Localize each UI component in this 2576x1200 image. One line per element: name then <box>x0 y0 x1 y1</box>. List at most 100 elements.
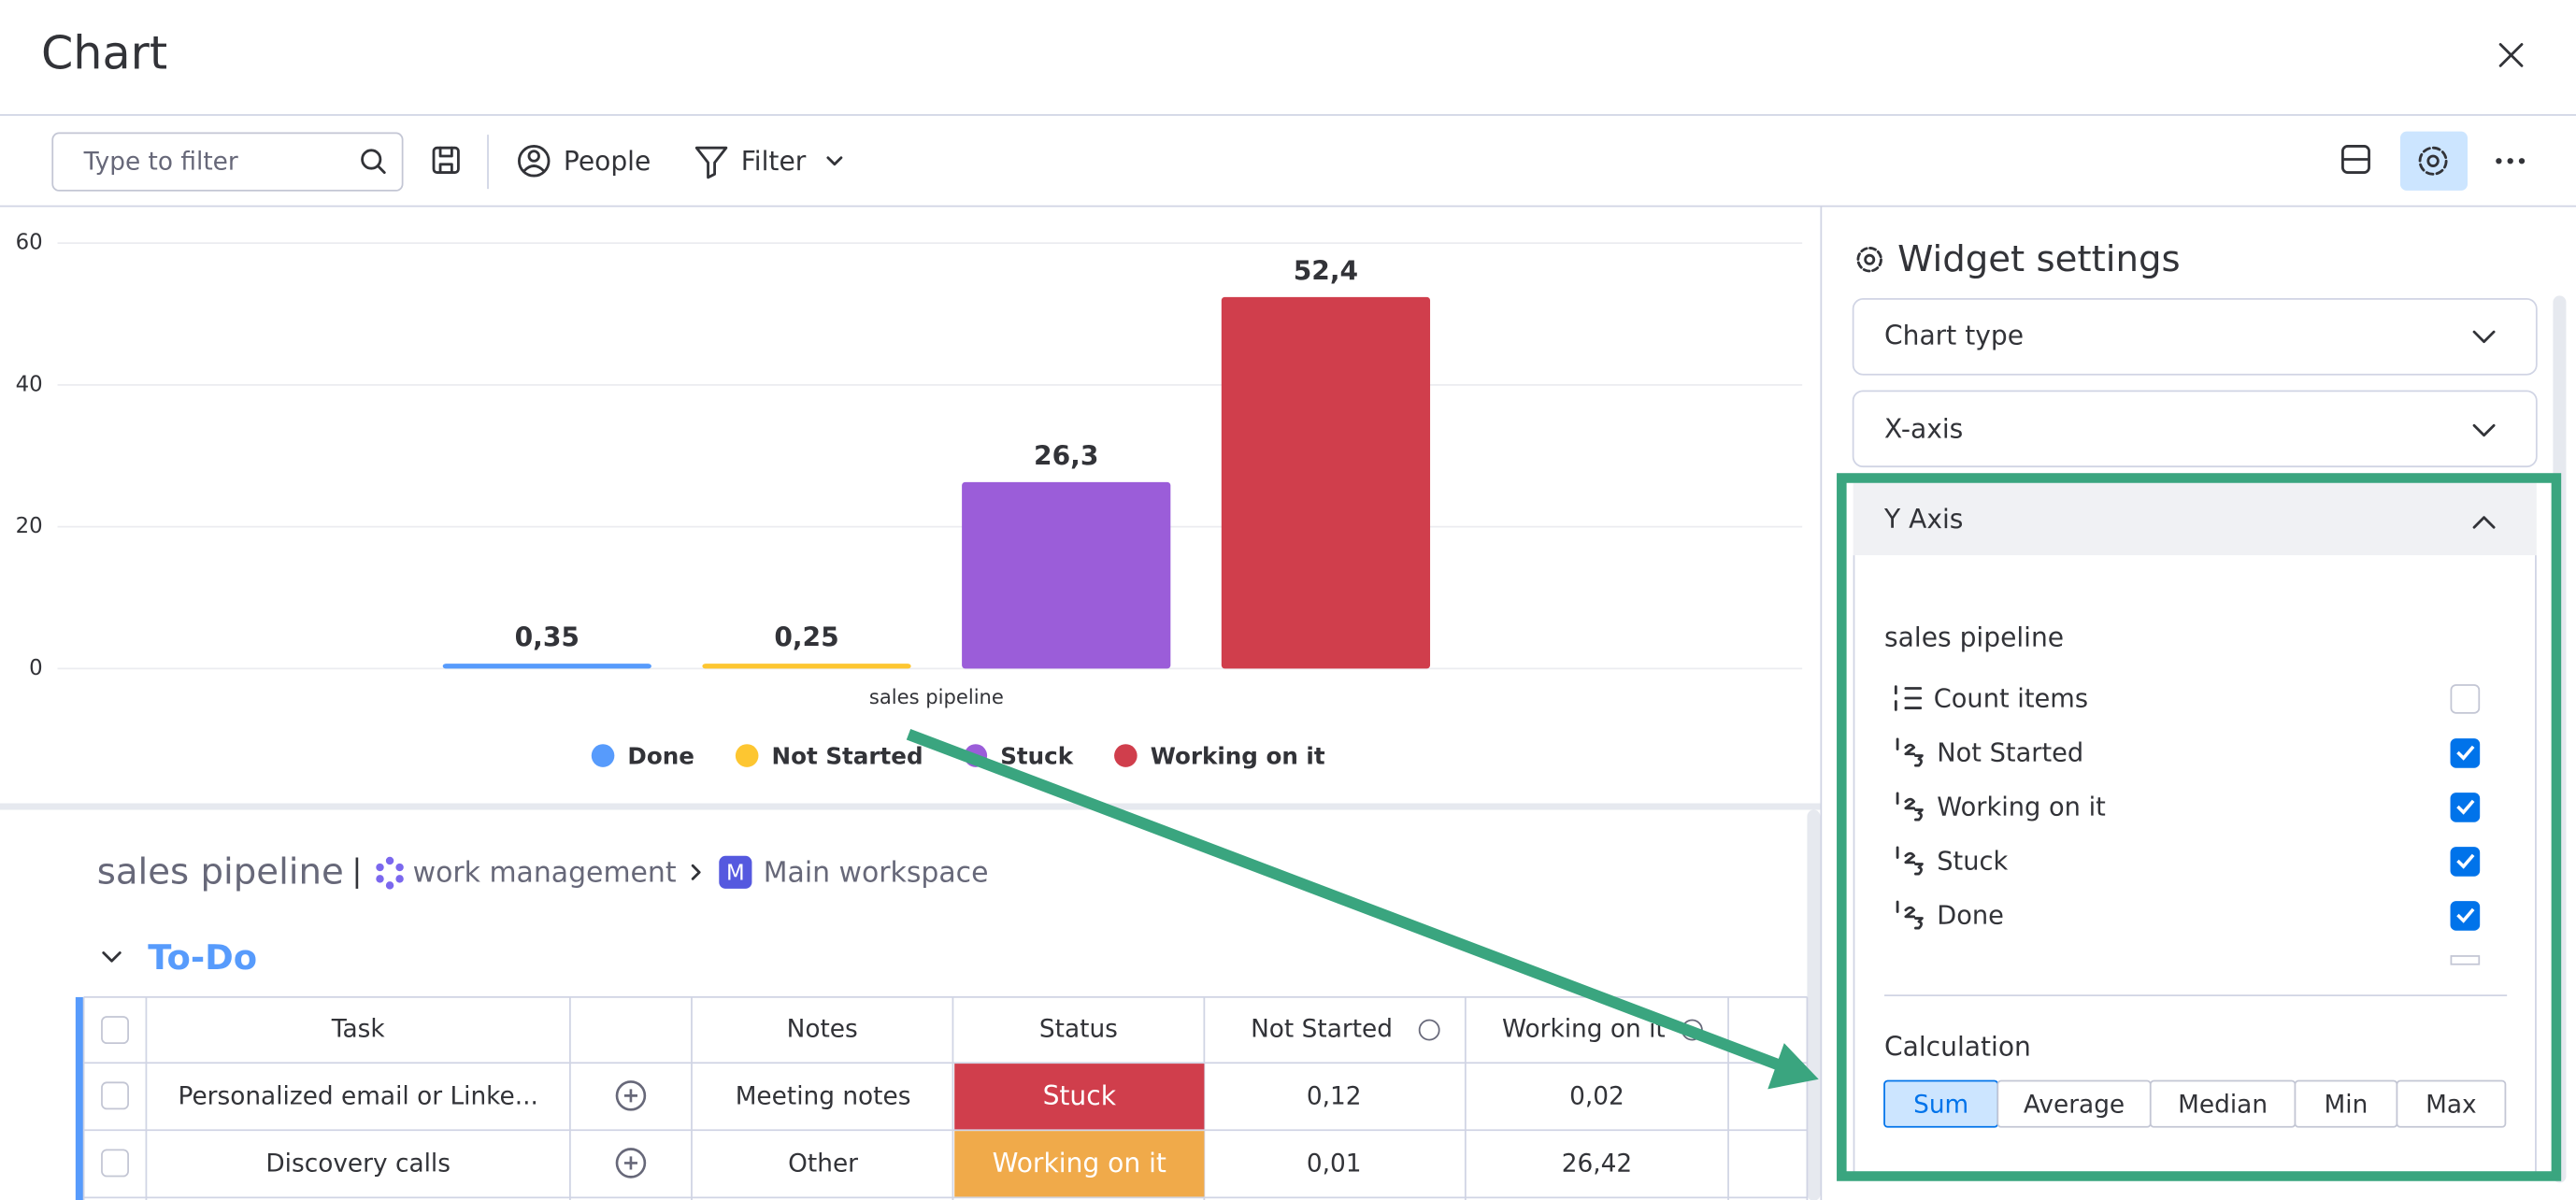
group-name[interactable]: To-Do <box>148 937 257 978</box>
people-icon[interactable] <box>518 145 551 178</box>
number-icon <box>1896 846 1924 876</box>
chevron <box>2472 516 2496 529</box>
column-checkbox[interactable] <box>2450 738 2481 768</box>
legend-label[interactable]: Working on it <box>1151 742 1325 769</box>
bar <box>442 664 651 669</box>
row-checkbox[interactable] <box>101 1081 129 1110</box>
number-icon <box>1896 792 1924 821</box>
legend-marker[interactable] <box>735 744 759 767</box>
legend-label[interactable]: Stuck <box>1000 742 1074 769</box>
column-header: Not Started <box>1251 1016 1393 1044</box>
status-cell[interactable] <box>954 1131 1205 1197</box>
bar <box>962 481 1171 669</box>
section-title[interactable]: Chart type <box>1884 320 2024 350</box>
settings-button[interactable] <box>2399 131 2468 191</box>
data-label: 0,25 <box>774 622 838 653</box>
update-icon[interactable] <box>615 1080 647 1111</box>
legend-label[interactable]: Not Started <box>772 742 923 769</box>
column-checkbox[interactable] <box>2450 955 2481 965</box>
row-checkbox[interactable] <box>101 1149 129 1178</box>
checkmark <box>2456 907 2475 923</box>
widget-settings-icon <box>1856 247 1882 273</box>
info-icon <box>1418 1019 1440 1041</box>
column-checkbox[interactable] <box>2450 901 2481 931</box>
section-title[interactable]: Y Axis <box>1883 504 1963 535</box>
product-icon <box>376 875 384 883</box>
y-tick-label: 60 <box>16 231 43 255</box>
product-icon <box>376 863 384 872</box>
column-checkbox[interactable] <box>2450 793 2481 822</box>
workspace-avatar <box>719 855 752 889</box>
task-name[interactable]: Discovery calls <box>265 1150 451 1179</box>
product-name: work management <box>413 857 677 890</box>
page-title: Chart <box>41 25 167 79</box>
board-name: sales pipeline <box>1884 622 2064 653</box>
chevron <box>2472 330 2496 344</box>
highlight-box <box>1837 473 2562 1181</box>
task-name[interactable]: Personalized email or Linke... <box>178 1083 537 1111</box>
x-axis-dropdown[interactable] <box>1852 390 2538 468</box>
y-tick-label: 40 <box>16 372 43 396</box>
checkmark <box>2456 799 2475 815</box>
calculation-option: Sum <box>1913 1091 1968 1119</box>
filter-chevron[interactable] <box>826 156 843 166</box>
number-icon <box>1896 900 1924 930</box>
row-checkbox[interactable] <box>101 1016 129 1045</box>
annotation-arrow <box>906 728 1780 1070</box>
layout-icon[interactable] <box>2341 145 2370 174</box>
data-label: 52,4 <box>1294 255 1358 286</box>
column-option: Count items <box>1934 684 2088 713</box>
column-checkbox[interactable] <box>2450 847 2481 877</box>
y-axis-header[interactable] <box>1853 482 2537 556</box>
column-header: Task <box>331 1016 386 1044</box>
calculation-label: Calculation <box>1884 1031 2031 1062</box>
scrollbar[interactable] <box>1807 809 1821 1200</box>
y-tick-label: 0 <box>29 656 43 680</box>
x-tick-label: sales pipeline <box>869 685 1004 708</box>
legend-marker[interactable] <box>1114 744 1138 767</box>
chart-type-dropdown[interactable] <box>1852 298 2538 376</box>
close-button[interactable] <box>2498 43 2524 67</box>
search-box[interactable] <box>51 132 404 192</box>
calculation-option: Max <box>2426 1091 2477 1119</box>
update-icon-plus <box>623 1156 637 1170</box>
checkmark <box>2456 853 2475 869</box>
y-tick-label: 20 <box>16 514 43 538</box>
status-cell[interactable] <box>954 1064 1205 1130</box>
calculation-option: Min <box>2325 1091 2368 1119</box>
column-checkbox[interactable] <box>2450 684 2481 714</box>
filter-icon[interactable] <box>694 146 728 179</box>
notes-cell: Other <box>788 1150 858 1179</box>
product-icon <box>385 881 394 890</box>
chevron <box>2472 423 2496 437</box>
number-icon <box>1896 737 1924 767</box>
column-header: Working on it <box>1502 1016 1666 1044</box>
legend-marker[interactable] <box>591 744 615 767</box>
workspace-avatar-letter: M <box>726 862 745 886</box>
calculation-option: Average <box>2024 1091 2125 1119</box>
column-header: Status <box>1039 1016 1118 1044</box>
calculation-button[interactable] <box>2396 1079 2507 1128</box>
bar <box>1221 296 1431 669</box>
section-title[interactable]: X-axis <box>1884 414 1963 445</box>
more-icon[interactable] <box>2496 158 2526 164</box>
workspace-name[interactable]: Main workspace <box>764 857 989 890</box>
filter-button[interactable]: Filter <box>741 146 807 177</box>
arrow-head <box>1767 1043 1819 1090</box>
data-label: 26,3 <box>1034 440 1098 471</box>
number-cell: 0,02 <box>1569 1083 1624 1111</box>
product-icon <box>395 863 404 872</box>
panel-title: Widget settings <box>1897 238 2181 280</box>
group-chevron[interactable] <box>102 951 122 963</box>
people-button[interactable]: People <box>564 146 651 177</box>
update-icon[interactable] <box>615 1148 647 1179</box>
board-name: sales pipeline <box>97 851 344 893</box>
save-icon[interactable] <box>432 146 460 174</box>
bar <box>702 664 911 669</box>
group-color-bar <box>75 996 84 1200</box>
search-placeholder[interactable]: Type to filter <box>83 149 238 177</box>
legend-label[interactable]: Done <box>627 742 694 769</box>
number-cell: 0,12 <box>1307 1083 1362 1111</box>
update-icon-plus <box>623 1089 637 1103</box>
